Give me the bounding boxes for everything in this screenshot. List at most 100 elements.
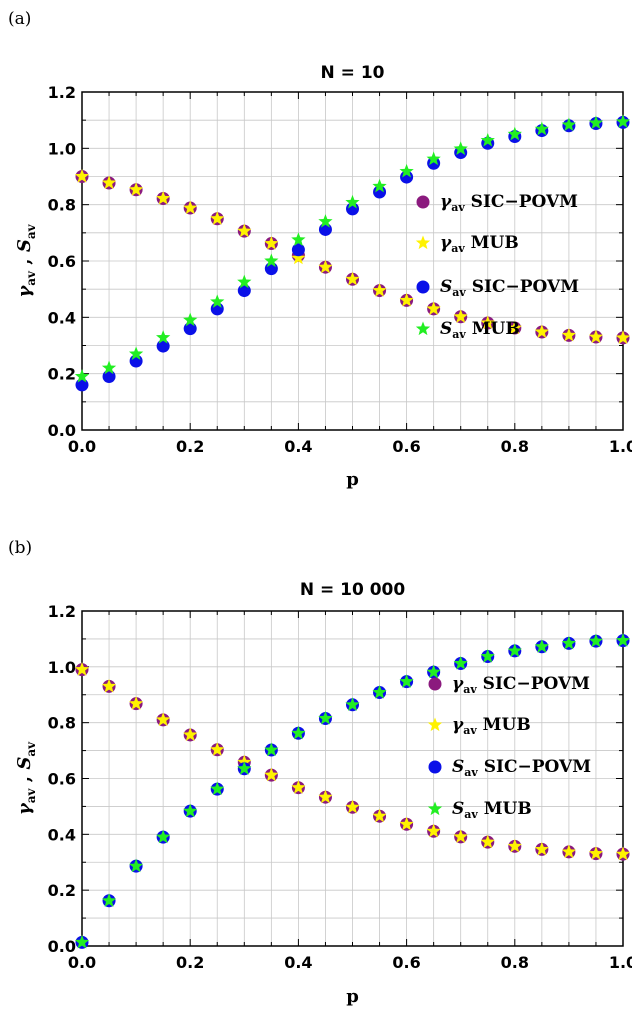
data-point-star [588, 633, 604, 648]
data-point-star [156, 330, 171, 344]
data-point-star [615, 114, 631, 128]
data-point-star [264, 253, 279, 268]
data-point-star [534, 324, 549, 339]
data-point-star [372, 685, 387, 699]
data-point-star [534, 841, 549, 856]
data-point-star [588, 329, 604, 344]
legend-entry: Sav MUB [452, 799, 532, 821]
legend-entry: Sav SIC−POVM [452, 757, 591, 779]
data-point-star [210, 781, 225, 796]
data-point-star [453, 309, 468, 323]
legend-marker-circle [428, 760, 442, 774]
data-point-star [615, 330, 631, 344]
legend-symbol: S [452, 757, 464, 777]
legend-entry: Sav MUB [440, 319, 520, 341]
data-point-circle [318, 222, 332, 236]
data-point-star [507, 643, 522, 657]
legend-symbol: γ [440, 192, 452, 212]
y-tick-label: 0.4 [48, 308, 76, 327]
data-point-star [426, 664, 441, 679]
y-tick-label: 0.0 [48, 421, 76, 440]
y-axis-label: γav , Sav [14, 741, 38, 815]
series-3 [74, 114, 631, 383]
legend-symbol: γ [452, 674, 464, 694]
data-point-star [156, 829, 171, 844]
legend-marker-star [427, 717, 443, 732]
data-point-star [101, 360, 117, 375]
legend-subscript: av [451, 242, 465, 255]
legend-marker-circle [428, 677, 442, 691]
data-point-star [399, 816, 414, 831]
panel-label: (a) [8, 9, 31, 29]
data-point-star [291, 250, 306, 265]
data-point-star [345, 194, 360, 209]
legend-symbol: S [440, 277, 452, 297]
legend-subscript: av [451, 201, 465, 214]
ticks [81, 610, 624, 947]
legend-text: MUB [466, 319, 520, 339]
legend-text: SIC−POVM [466, 277, 579, 297]
y-axis-label-part: av [24, 787, 38, 803]
x-tick-label: 0.4 [284, 953, 312, 972]
data-point-star [561, 327, 577, 342]
legend-subscript: av [452, 328, 466, 341]
y-tick-label: 0.6 [48, 770, 76, 789]
x-tick-label: 0.8 [501, 437, 529, 456]
chart-panel-a: (a) N = 10 0.0 0.2 0.4 0.6 0.8 1.0 0.0 0.2 0.4 0.6 0… [8, 9, 632, 490]
y-tick-label: 1.0 [48, 139, 76, 158]
data-point-star [237, 761, 252, 775]
data-point-star [128, 182, 144, 196]
data-point-star [426, 151, 441, 166]
y-tick-label: 0.4 [48, 825, 76, 844]
y-axis-label-part: S [14, 757, 35, 770]
data-point-star [480, 315, 495, 330]
data-point-star [318, 789, 333, 804]
data-point-star [561, 635, 577, 650]
data-point-star [372, 283, 387, 297]
y-axis-label-part: γ [14, 285, 35, 298]
data-point-star [426, 823, 441, 838]
data-point-star [210, 294, 225, 308]
data-point-star [101, 678, 117, 693]
series-3 [74, 633, 631, 949]
data-point-star [101, 893, 117, 907]
data-point-star [291, 780, 306, 794]
x-tick-label: 0.4 [284, 437, 312, 456]
legend-text: SIC−POVM [465, 192, 578, 212]
legend-symbol: γ [440, 233, 452, 253]
data-point-star [399, 292, 414, 307]
data-point-star [480, 132, 495, 147]
data-point-star [210, 742, 225, 756]
x-tick-label: 0.6 [392, 953, 420, 972]
data-point-circle [427, 156, 441, 170]
data-point-star [237, 223, 252, 238]
legend-entry: γav MUB [440, 233, 519, 255]
grid [81, 91, 624, 431]
data-point-circle [237, 284, 251, 298]
y-axis-label-part: S [14, 239, 35, 252]
data-point-star [534, 121, 549, 136]
legend-entry: γav MUB [452, 715, 531, 737]
data-point-star [237, 274, 252, 289]
y-axis-label: γav , Sav [14, 223, 38, 297]
x-tick-label: 0.0 [68, 437, 96, 456]
y-axis-label-part: γ [14, 802, 35, 815]
data-point-star [426, 301, 441, 315]
data-point-star [291, 232, 306, 246]
data-point-star [507, 126, 522, 141]
data-point-star [507, 320, 522, 335]
data-point-star [74, 934, 90, 949]
legend-subscript: av [463, 724, 477, 737]
x-tick-label: 0.2 [176, 953, 204, 972]
y-axis-label-part: , [14, 770, 35, 789]
y-tick-label: 0.0 [48, 937, 76, 956]
data-point-star [183, 803, 198, 818]
x-tick-label: 1.0 [609, 953, 632, 972]
data-point-circle [183, 322, 197, 336]
grid [81, 610, 624, 947]
data-point-star [264, 767, 279, 782]
legend-text: MUB [465, 233, 519, 253]
legend-entry: Sav SIC−POVM [440, 277, 579, 299]
